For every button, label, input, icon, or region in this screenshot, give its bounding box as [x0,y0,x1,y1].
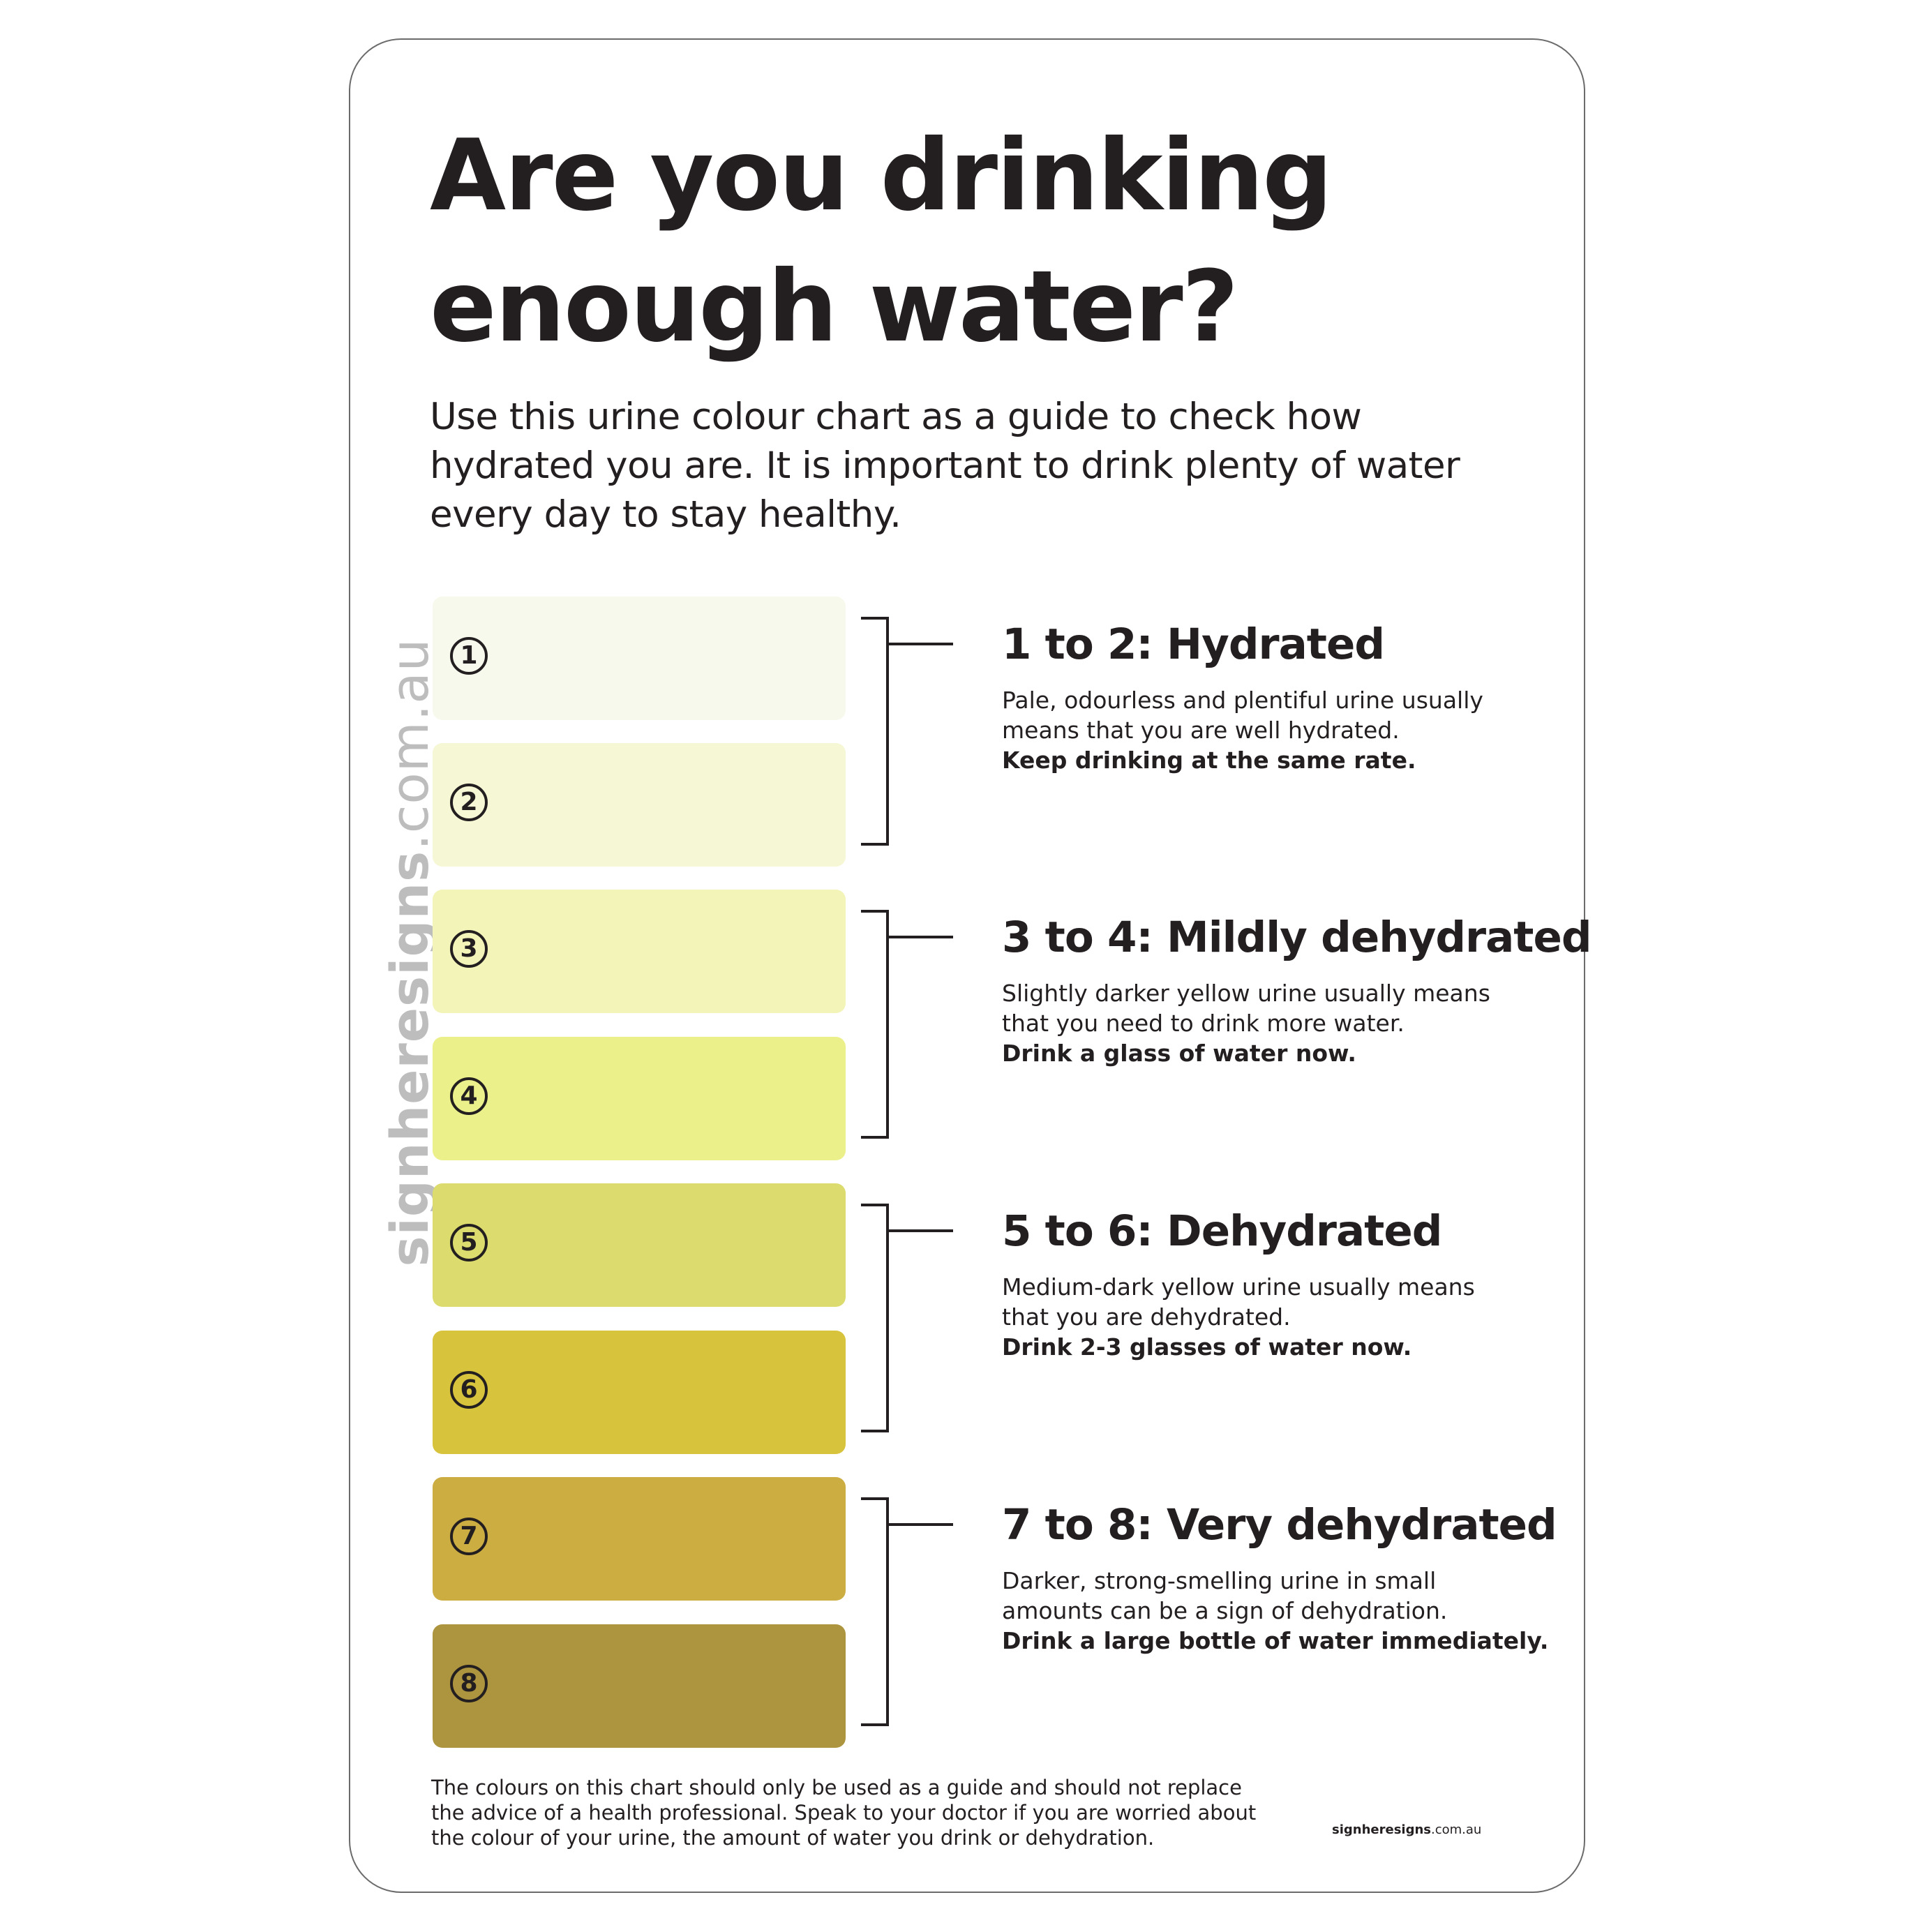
swatch-number-7: 7 [450,1518,488,1555]
group-mildly-dehydrated: 3 to 4: Mildly dehydrated Slightly darke… [1002,910,1592,1068]
group-title: 7 to 8: Very dehydrated [1002,1500,1557,1550]
group-action: Drink a large bottle of water immediatel… [1002,1627,1549,1654]
group-desc-line-2: means that you are well hydrated. [1002,717,1400,744]
intro-text: Use this urine colour chart as a guide t… [430,393,1532,539]
swatch-number-8: 8 [450,1665,488,1702]
bracket-dehydrated [861,1204,953,1432]
swatch-number-3: 3 [450,930,488,968]
group-description: Darker, strong-smelling urine in small a… [1002,1566,1560,1626]
title-line-1: Are you drinking [430,119,1333,233]
swatch-number-6: 6 [450,1371,488,1409]
group-title: 3 to 4: Mildly dehydrated [1002,913,1592,962]
swatch-number-4: 4 [450,1077,488,1115]
group-hydrated: 1 to 2: Hydrated Pale, odourless and ple… [1002,617,1560,775]
group-action: Keep drinking at the same rate. [1002,747,1416,774]
colour-swatch-8: 8 [433,1624,846,1748]
group-title: 5 to 6: Dehydrated [1002,1206,1442,1256]
colour-swatch-6: 6 [433,1331,846,1454]
swatch-number-2: 2 [450,784,488,821]
intro-line-3: every day to stay healthy. [430,493,901,536]
footer-brand: signheresigns.com.au [1332,1822,1481,1837]
colour-swatch-3: 3 [433,890,846,1013]
swatch-number-5: 5 [450,1224,488,1261]
disclaimer-line-1: The colours on this chart should only be… [431,1776,1242,1799]
footer-brand-light: .com.au [1431,1822,1482,1837]
group-desc-line-2: that you need to drink more water. [1002,1010,1405,1037]
group-title: 1 to 2: Hydrated [1002,620,1385,669]
watermark-light: .com.au [380,638,440,851]
intro-line-1: Use this urine colour chart as a guide t… [430,396,1362,438]
bracket-mildly-dehydrated [861,910,953,1139]
bracket-hydrated [861,617,953,846]
group-desc-line-1: Pale, odourless and plentiful urine usua… [1002,687,1483,714]
group-desc-line-1: Slightly darker yellow urine usually mea… [1002,980,1490,1007]
colour-swatch-1: 1 [433,597,846,720]
colour-swatch-4: 4 [433,1037,846,1160]
group-action: Drink a glass of water now. [1002,1040,1356,1067]
page-title: Are you drinking enough water? [430,110,1476,373]
disclaimer-line-3: the colour of your urine, the amount of … [431,1826,1155,1850]
colour-swatch-5: 5 [433,1183,846,1307]
group-desc-line-2: amounts can be a sign of dehydration. [1002,1597,1448,1624]
group-desc-line-1: Darker, strong-smelling urine in small [1002,1567,1437,1594]
group-desc-line-1: Medium-dark yellow urine usually means [1002,1273,1475,1301]
colour-swatch-2: 2 [433,743,846,867]
brand-watermark: signheresigns.com.au [380,638,440,1266]
intro-line-2: hydrated you are. It is important to dri… [430,444,1460,487]
group-very-dehydrated: 7 to 8: Very dehydrated Darker, strong-s… [1002,1497,1560,1656]
group-description: Pale, odourless and plentiful urine usua… [1002,685,1560,745]
group-description: Medium-dark yellow urine usually means t… [1002,1272,1560,1332]
footer-brand-bold: signheresigns [1332,1822,1431,1837]
bracket-very-dehydrated [861,1497,953,1726]
disclaimer-line-2: the advice of a health professional. Spe… [431,1801,1257,1825]
title-line-2: enough water? [430,250,1238,364]
group-dehydrated: 5 to 6: Dehydrated Medium-dark yellow ur… [1002,1204,1560,1362]
colour-swatch-7: 7 [433,1477,846,1601]
group-desc-line-2: that you are dehydrated. [1002,1303,1291,1331]
group-action: Drink 2-3 glasses of water now. [1002,1333,1412,1361]
group-description: Slightly darker yellow urine usually mea… [1002,978,1560,1038]
swatch-number-1: 1 [450,637,488,675]
watermark-bold: signheresigns [380,850,440,1267]
disclaimer: The colours on this chart should only be… [431,1775,1268,1850]
